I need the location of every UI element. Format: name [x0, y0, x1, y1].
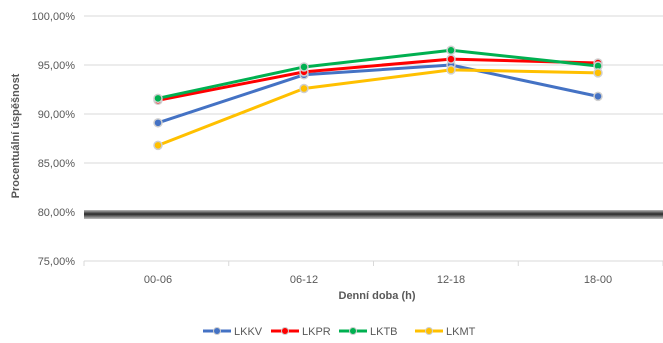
- x-tick-label: 00-06: [144, 274, 172, 286]
- data-point: [446, 45, 456, 56]
- legend-swatch-marker: [281, 327, 289, 335]
- y-axis-title: Procentuální úspěšnost: [10, 73, 22, 198]
- legend-item-lkmt: LKMT: [415, 326, 476, 338]
- axis-break-mark: [84, 210, 663, 219]
- x-tick-label: 12-18: [437, 274, 465, 286]
- data-point: [446, 65, 456, 75]
- data-point: [153, 140, 163, 151]
- data-point: [593, 91, 603, 102]
- legend-item-lkkv: LKKV: [203, 326, 263, 338]
- data-point: [153, 93, 163, 104]
- series-line: [156, 68, 600, 147]
- x-tick-label: 06-12: [290, 274, 318, 286]
- legend: LKKV LKPR LKTB LKMT: [203, 326, 476, 338]
- series-line: [156, 63, 600, 125]
- y-tick-label: 75,00%: [38, 256, 76, 268]
- data-point: [299, 83, 309, 94]
- legend-label: LKKV: [234, 326, 263, 338]
- y-tick-label: 85,00%: [38, 158, 76, 170]
- legend-label: LKPR: [302, 326, 331, 338]
- x-axis-title: Denní doba (h): [339, 290, 416, 302]
- x-axis: 00-06 06-12 12-18 18-00: [83, 261, 663, 286]
- data-point: [153, 118, 163, 128]
- legend-label: LKMT: [446, 326, 476, 338]
- y-tick-label: 90,00%: [38, 109, 76, 121]
- x-tick-label: 18-00: [584, 274, 612, 286]
- legend-swatch-marker: [213, 327, 221, 335]
- series-line: [156, 57, 600, 102]
- series-lkmt: [153, 65, 603, 151]
- series-line: [156, 48, 600, 100]
- y-tick-label: 100,00%: [32, 11, 76, 23]
- y-axis-ticks: 75,00% 80,00% 85,00% 90,00% 95,00% 100,00%: [32, 11, 76, 268]
- series-lktb: [153, 45, 603, 104]
- legend-item-lktb: LKTB: [339, 326, 398, 338]
- data-point: [593, 68, 603, 78]
- legend-item-lkpr: LKPR: [271, 326, 331, 338]
- y-tick-label: 95,00%: [38, 60, 76, 72]
- data-point: [446, 54, 456, 64]
- data-point: [299, 62, 309, 72]
- y-tick-label: 80,00%: [38, 207, 76, 219]
- legend-swatch-marker: [425, 327, 433, 335]
- legend-label: LKTB: [370, 326, 398, 338]
- legend-swatch-marker: [349, 327, 357, 335]
- gridlines: [84, 15, 663, 262]
- series-layer: [153, 45, 603, 151]
